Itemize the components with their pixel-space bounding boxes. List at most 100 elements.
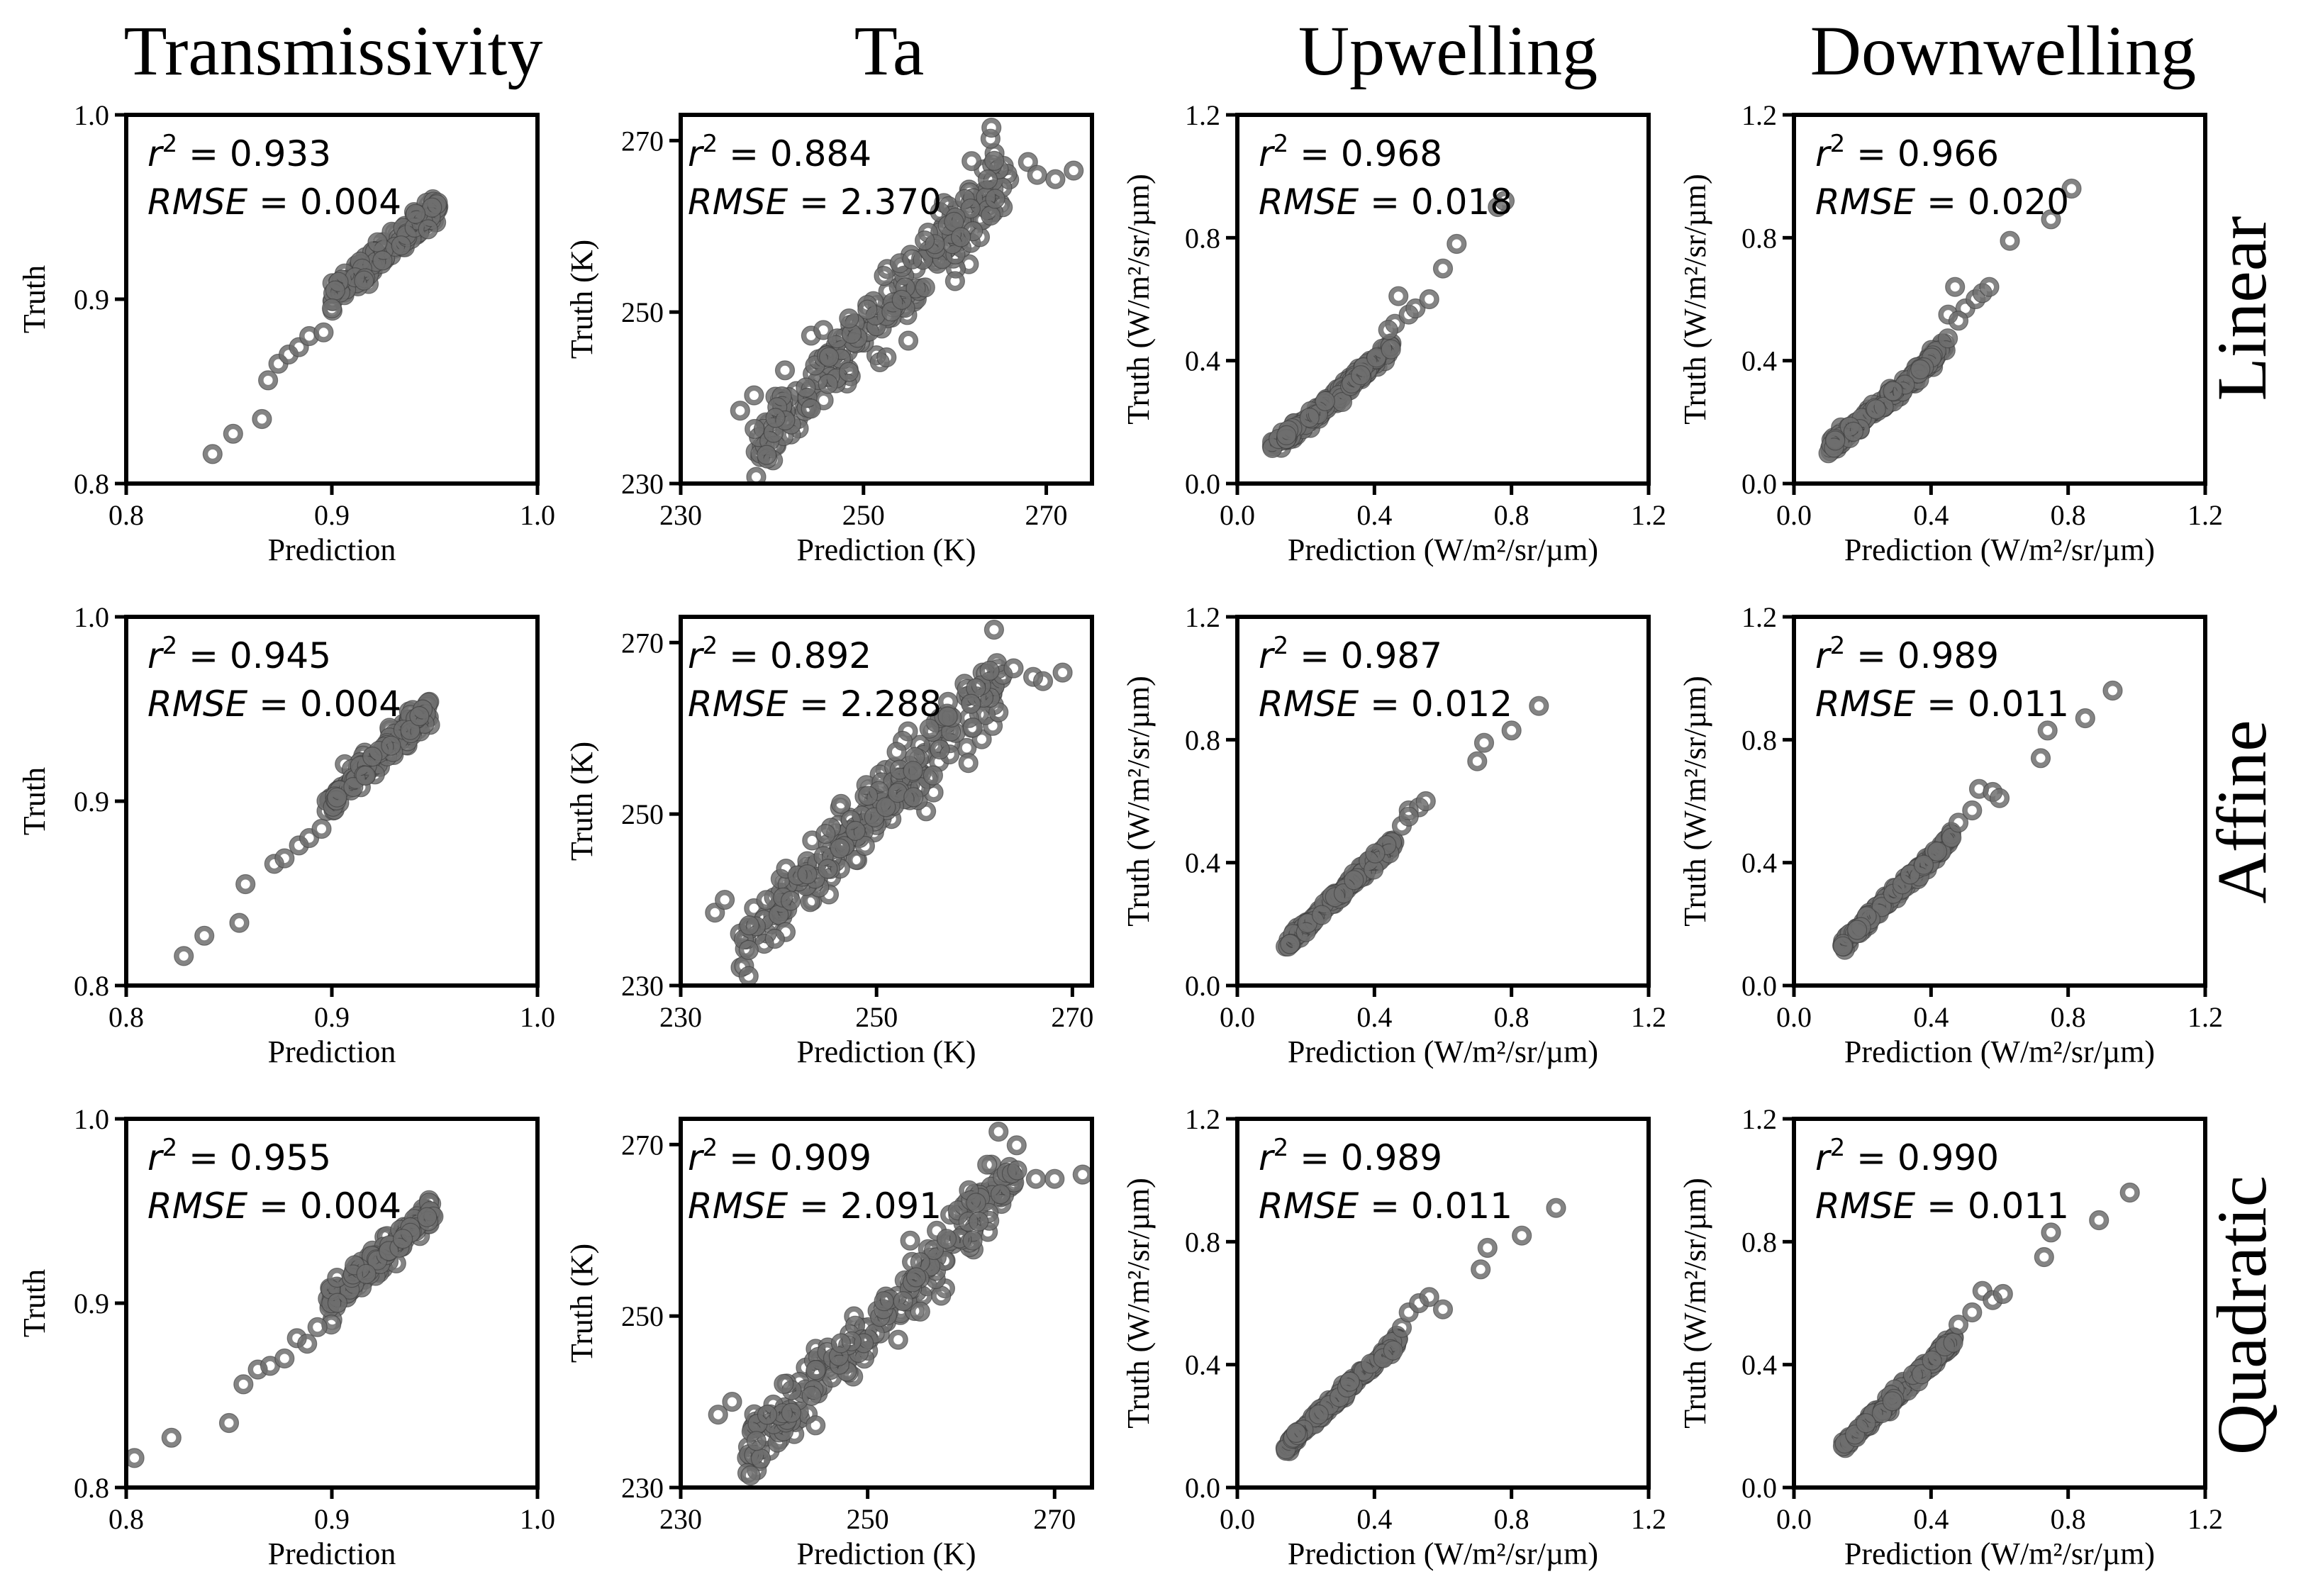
data-point (981, 118, 1001, 138)
data-point (1903, 1365, 1923, 1385)
rmse-annotation: RMSE = 0.004 (147, 182, 401, 223)
data-point-edge (2061, 178, 2082, 199)
data-point (920, 719, 940, 739)
data-point-edge (1286, 1422, 1307, 1444)
y-tick-label: 0.8 (1741, 1226, 1777, 1258)
data-point-edge (722, 1391, 742, 1412)
data-point (1312, 905, 1332, 925)
data-point (796, 378, 815, 398)
data-point (418, 219, 438, 239)
data-point (1945, 277, 1965, 297)
data-point (1334, 883, 1354, 903)
data-point-edge (889, 759, 910, 780)
data-point-edge (888, 1329, 908, 1350)
x-tick-label: 0.0 (1776, 499, 1812, 531)
rmse-annotation: RMSE = 2.370 (688, 182, 942, 223)
data-point-edge (1378, 320, 1398, 340)
data-point (962, 151, 981, 171)
data-point-edge (893, 1290, 913, 1312)
y-axis-label: Truth (K) (564, 1244, 599, 1363)
rmse-annotation: RMSE = 2.091 (688, 1185, 942, 1227)
scatter-points-linear-downwelling (1818, 178, 2082, 464)
data-point-edge (342, 1264, 363, 1285)
data-point-edge (745, 418, 765, 440)
data-point-edge (327, 787, 347, 808)
data-point (1467, 752, 1487, 771)
data-point (194, 926, 214, 946)
data-point-edge (1405, 298, 1426, 319)
data-point-edge (1979, 277, 2000, 297)
data-point (355, 766, 375, 786)
x-tick-label: 1.0 (520, 1503, 555, 1535)
data-point-edge (1415, 791, 1436, 812)
data-point (230, 913, 249, 933)
data-point-edge (949, 1228, 970, 1249)
data-point-edge (990, 1184, 1011, 1205)
data-point-edge (1843, 421, 1863, 442)
data-point (981, 206, 1001, 225)
x-tick-label: 0.0 (1776, 1503, 1812, 1535)
column-title-transmissivity: Transmissivity (124, 11, 543, 90)
data-point-edge (389, 1237, 410, 1258)
data-point (1007, 1135, 1027, 1155)
scatter-points-linear-ta (730, 118, 1084, 484)
data-point-edge (252, 408, 272, 430)
data-point-edge (905, 1267, 927, 1288)
data-point (1388, 286, 1408, 306)
data-point (903, 761, 923, 781)
y-tick-label: 250 (621, 798, 664, 830)
data-point (1027, 165, 1047, 185)
data-point (1845, 1424, 1865, 1444)
data-point (874, 266, 893, 286)
rmse-annotation: RMSE = 0.012 (1259, 683, 1512, 725)
data-point-edge (757, 1405, 778, 1425)
data-point-edge (839, 308, 859, 329)
data-point (1941, 828, 1961, 848)
data-point (991, 1184, 1010, 1204)
data-point (739, 940, 759, 960)
data-point-edge (362, 746, 383, 767)
data-point-edge (730, 401, 750, 421)
data-point-edge (2034, 1246, 2054, 1268)
x-axis-label: Prediction (K) (797, 532, 976, 567)
data-point-edge (979, 660, 1000, 681)
data-point (1922, 1351, 1942, 1371)
data-point (1416, 791, 1436, 811)
data-point (1315, 391, 1335, 411)
data-point (1980, 277, 1999, 297)
data-point (1990, 788, 2010, 808)
data-point-edge (969, 1211, 989, 1232)
axes-frame (1792, 113, 2207, 486)
data-point (1365, 844, 1385, 864)
data-point (1478, 1238, 1498, 1258)
data-point-edge (202, 444, 223, 464)
data-point-edge (229, 913, 250, 933)
data-point (708, 1405, 728, 1424)
r2-annotation: r2 = 0.955 (147, 1134, 331, 1178)
x-tick-label: 0.4 (1913, 1001, 1949, 1033)
data-point (818, 859, 837, 878)
data-point (774, 1374, 793, 1394)
data-point (235, 874, 255, 894)
data-point-edge (235, 874, 256, 895)
data-point (2041, 209, 2061, 229)
x-tick-label: 230 (659, 1001, 702, 1033)
data-point-edge (313, 322, 334, 342)
data-point (903, 250, 922, 269)
axes-frame (1235, 615, 1651, 988)
data-point (1366, 347, 1386, 367)
x-axis-label: Prediction (268, 1034, 396, 1069)
data-point-edge (1003, 658, 1024, 679)
data-point (1332, 392, 1352, 412)
data-point-edge (857, 299, 878, 320)
data-point (751, 1449, 771, 1468)
scatter-points-affine-transmissivity (174, 691, 440, 966)
data-point (223, 424, 243, 444)
data-point (1280, 934, 1300, 954)
data-point (2120, 1183, 2140, 1202)
data-point (126, 1448, 145, 1468)
data-point (874, 1291, 894, 1311)
data-point-edge (1913, 854, 1934, 875)
